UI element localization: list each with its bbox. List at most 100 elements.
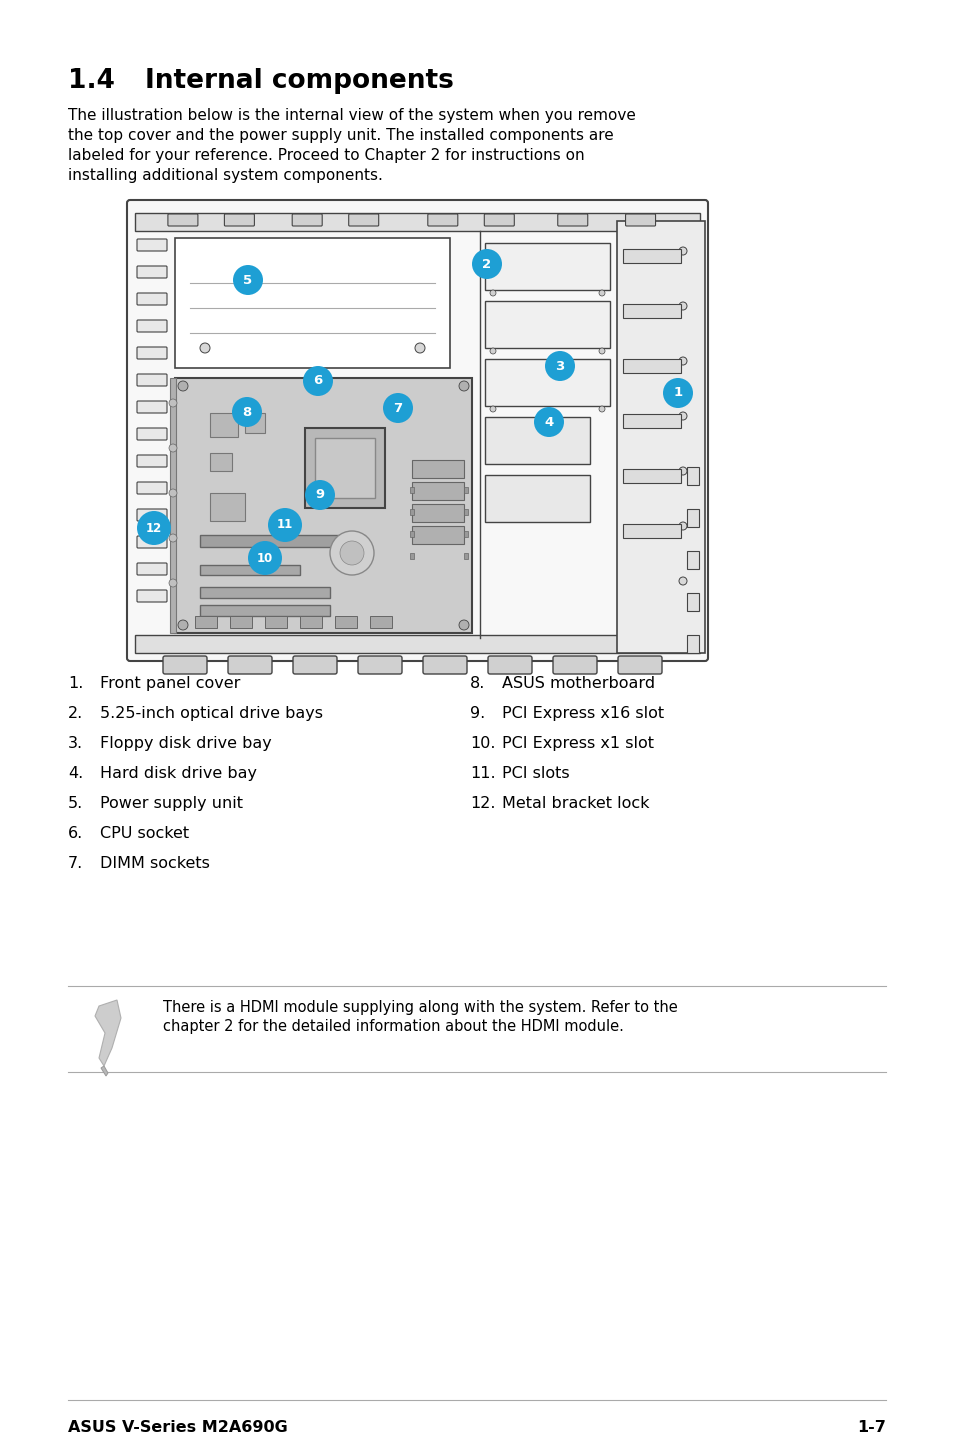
Text: 12: 12 — [146, 522, 162, 535]
FancyBboxPatch shape — [622, 303, 680, 318]
Circle shape — [679, 357, 686, 365]
FancyBboxPatch shape — [484, 417, 589, 464]
Text: PCI Express x16 slot: PCI Express x16 slot — [501, 706, 663, 720]
Polygon shape — [95, 999, 121, 1066]
Text: 5.: 5. — [68, 797, 83, 811]
FancyBboxPatch shape — [168, 214, 197, 226]
Text: 11: 11 — [276, 519, 293, 532]
Text: 5: 5 — [243, 273, 253, 286]
FancyBboxPatch shape — [484, 214, 514, 226]
Circle shape — [232, 397, 262, 427]
Polygon shape — [101, 1066, 108, 1076]
Circle shape — [458, 381, 469, 391]
Circle shape — [137, 510, 171, 545]
FancyBboxPatch shape — [210, 413, 237, 437]
Text: Metal bracket lock: Metal bracket lock — [501, 797, 649, 811]
Circle shape — [598, 406, 604, 413]
Circle shape — [305, 480, 335, 510]
Text: CPU socket: CPU socket — [100, 825, 189, 841]
Text: 3.: 3. — [68, 736, 83, 751]
Circle shape — [490, 348, 496, 354]
FancyBboxPatch shape — [412, 503, 463, 522]
Text: 1.4: 1.4 — [68, 68, 114, 93]
Circle shape — [662, 378, 692, 408]
Circle shape — [679, 467, 686, 475]
Text: labeled for your reference. Proceed to Chapter 2 for instructions on: labeled for your reference. Proceed to C… — [68, 148, 584, 162]
FancyBboxPatch shape — [622, 469, 680, 483]
Text: 9.: 9. — [470, 706, 485, 720]
FancyBboxPatch shape — [484, 301, 609, 348]
Circle shape — [679, 577, 686, 585]
Circle shape — [490, 406, 496, 413]
FancyBboxPatch shape — [137, 590, 167, 603]
FancyBboxPatch shape — [484, 475, 589, 522]
FancyBboxPatch shape — [484, 243, 609, 290]
FancyBboxPatch shape — [174, 239, 450, 368]
FancyBboxPatch shape — [427, 214, 457, 226]
FancyBboxPatch shape — [463, 487, 468, 493]
Circle shape — [233, 265, 263, 295]
FancyBboxPatch shape — [200, 535, 365, 546]
Circle shape — [169, 489, 177, 498]
Circle shape — [382, 393, 413, 423]
Circle shape — [679, 413, 686, 420]
Circle shape — [679, 522, 686, 531]
Circle shape — [598, 348, 604, 354]
FancyBboxPatch shape — [137, 347, 167, 360]
Circle shape — [472, 249, 501, 279]
Text: 9: 9 — [315, 489, 324, 502]
Text: 4: 4 — [544, 416, 553, 429]
Circle shape — [268, 508, 302, 542]
Text: 4.: 4. — [68, 766, 83, 781]
FancyBboxPatch shape — [410, 554, 414, 559]
FancyBboxPatch shape — [370, 615, 392, 628]
Text: chapter 2 for the detailed information about the HDMI module.: chapter 2 for the detailed information a… — [163, 1020, 623, 1034]
Text: Internal components: Internal components — [145, 68, 454, 93]
FancyBboxPatch shape — [412, 460, 463, 477]
FancyBboxPatch shape — [127, 200, 707, 661]
Text: 2: 2 — [482, 257, 491, 270]
FancyBboxPatch shape — [170, 378, 175, 633]
FancyBboxPatch shape — [200, 605, 330, 615]
FancyBboxPatch shape — [618, 656, 661, 674]
Circle shape — [679, 247, 686, 255]
Text: 1-7: 1-7 — [856, 1419, 885, 1435]
Text: 7.: 7. — [68, 856, 83, 871]
FancyBboxPatch shape — [410, 487, 414, 493]
Circle shape — [490, 290, 496, 296]
FancyBboxPatch shape — [553, 656, 597, 674]
Circle shape — [339, 541, 364, 565]
Circle shape — [415, 344, 424, 352]
FancyBboxPatch shape — [137, 536, 167, 548]
FancyBboxPatch shape — [422, 656, 467, 674]
Text: 1: 1 — [673, 387, 681, 400]
FancyBboxPatch shape — [163, 656, 207, 674]
Circle shape — [303, 367, 333, 395]
Circle shape — [544, 351, 575, 381]
Circle shape — [178, 620, 188, 630]
Text: ASUS V-Series M2A690G: ASUS V-Series M2A690G — [68, 1419, 288, 1435]
Circle shape — [169, 580, 177, 587]
Text: The illustration below is the internal view of the system when you remove: The illustration below is the internal v… — [68, 108, 636, 124]
FancyBboxPatch shape — [463, 509, 468, 515]
Text: Front panel cover: Front panel cover — [100, 676, 240, 692]
FancyBboxPatch shape — [410, 531, 414, 536]
Text: Power supply unit: Power supply unit — [100, 797, 243, 811]
Text: There is a HDMI module supplying along with the system. Refer to the: There is a HDMI module supplying along w… — [163, 999, 677, 1015]
FancyBboxPatch shape — [137, 374, 167, 385]
Text: DIMM sockets: DIMM sockets — [100, 856, 210, 871]
FancyBboxPatch shape — [210, 453, 232, 472]
FancyBboxPatch shape — [622, 249, 680, 263]
FancyBboxPatch shape — [349, 214, 378, 226]
FancyBboxPatch shape — [314, 439, 375, 498]
FancyBboxPatch shape — [686, 592, 699, 611]
Circle shape — [330, 531, 374, 575]
FancyBboxPatch shape — [335, 615, 356, 628]
FancyBboxPatch shape — [463, 554, 468, 559]
FancyBboxPatch shape — [305, 429, 385, 508]
FancyBboxPatch shape — [625, 214, 655, 226]
FancyBboxPatch shape — [200, 565, 299, 575]
FancyBboxPatch shape — [137, 482, 167, 495]
FancyBboxPatch shape — [137, 454, 167, 467]
FancyBboxPatch shape — [558, 214, 587, 226]
